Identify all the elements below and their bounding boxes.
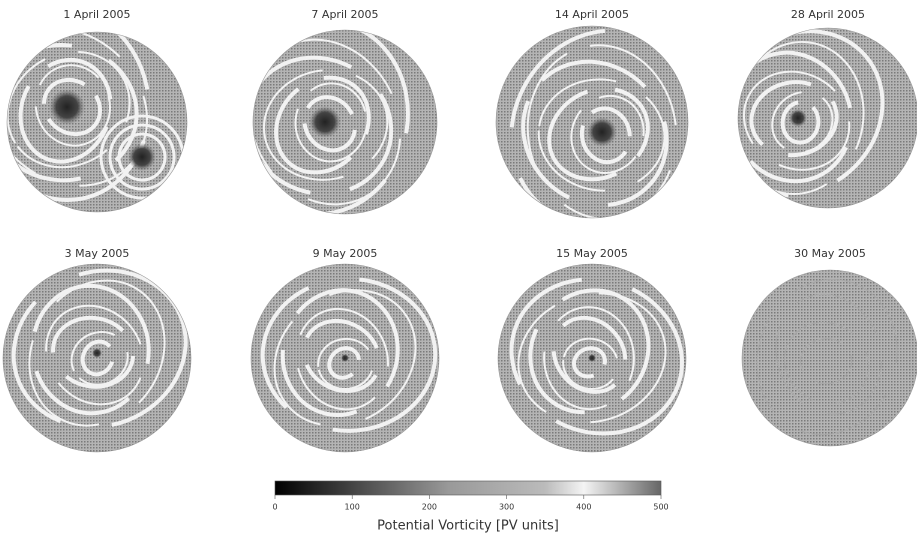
colorbar xyxy=(275,481,661,495)
vortex-core xyxy=(789,109,807,127)
panel-title: 7 April 2005 xyxy=(311,8,378,21)
panel-title: 14 April 2005 xyxy=(555,8,629,21)
polar-map xyxy=(0,0,187,218)
polar-map xyxy=(737,261,917,453)
vortex-core xyxy=(128,143,156,171)
vortex-core xyxy=(49,89,85,125)
colorbar-tick-label: 400 xyxy=(576,503,591,512)
colorbar-tick-label: 0 xyxy=(272,503,277,512)
vortex-core xyxy=(309,106,341,138)
vortex-core xyxy=(588,354,596,362)
panel-title: 15 May 2005 xyxy=(556,247,628,260)
vortex-core xyxy=(341,354,349,362)
polar-map xyxy=(0,246,209,452)
polar-map xyxy=(477,0,725,256)
panel-title: 28 April 2005 xyxy=(791,8,865,21)
vortex-core xyxy=(92,348,102,358)
polar-map xyxy=(221,9,437,231)
figure: Potential Vorticity [PV units] 1 April 2… xyxy=(0,0,917,540)
vortex-core xyxy=(587,117,617,147)
panel-title: 3 May 2005 xyxy=(65,247,130,260)
colorbar-tick-label: 500 xyxy=(653,503,668,512)
polar-map xyxy=(682,0,917,229)
panel-title: 30 May 2005 xyxy=(794,247,866,260)
panel-title: 1 April 2005 xyxy=(63,8,130,21)
polar-map xyxy=(247,262,442,454)
polar-map xyxy=(490,257,703,457)
panel-title: 9 May 2005 xyxy=(313,247,378,260)
colorbar-tick-label: 100 xyxy=(345,503,360,512)
colorbar-label: Potential Vorticity [PV units] xyxy=(377,519,559,534)
colorbar-tick-label: 300 xyxy=(499,503,514,512)
colorbar-tick-label: 200 xyxy=(422,503,437,512)
map-disk xyxy=(742,270,917,446)
